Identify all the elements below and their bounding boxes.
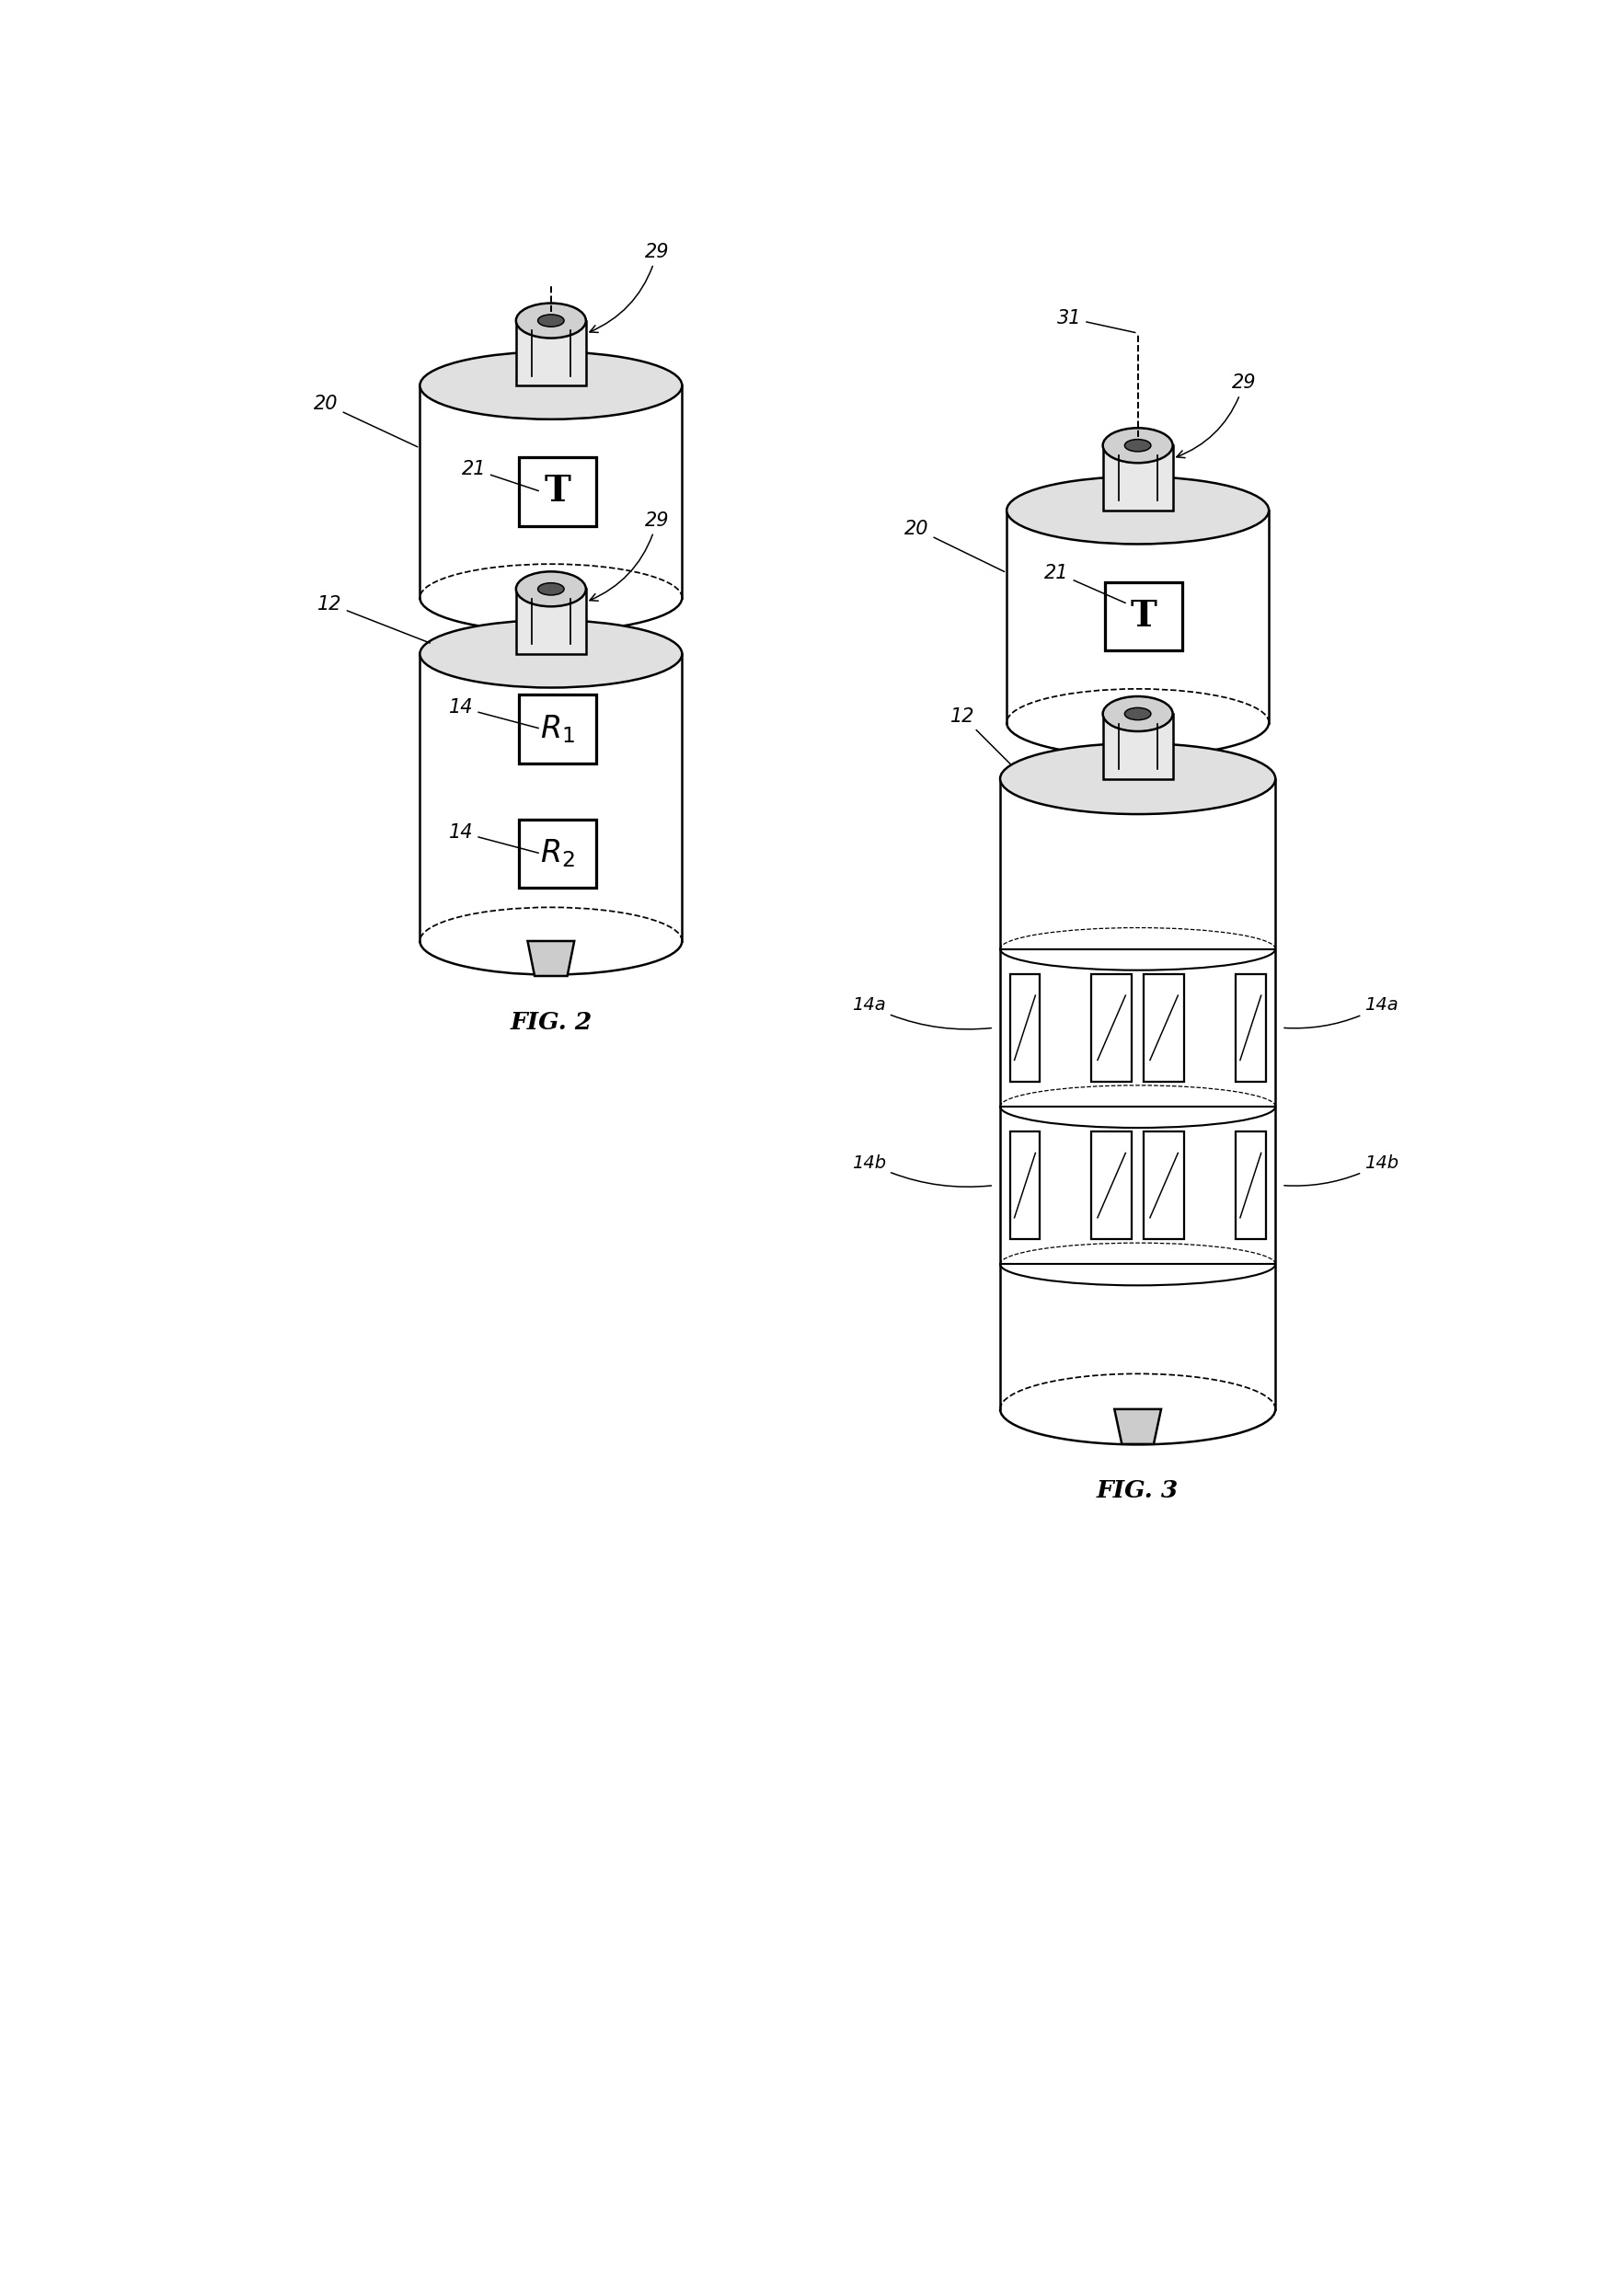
Ellipse shape bbox=[538, 583, 564, 595]
Text: 14a: 14a bbox=[852, 996, 991, 1029]
Text: T: T bbox=[1131, 599, 1157, 634]
Polygon shape bbox=[420, 386, 681, 597]
Polygon shape bbox=[1092, 1132, 1131, 1240]
Text: 14: 14 bbox=[449, 698, 538, 728]
Text: $R_2$: $R_2$ bbox=[540, 838, 575, 870]
Polygon shape bbox=[1104, 445, 1173, 510]
Polygon shape bbox=[1092, 974, 1131, 1081]
Text: 21: 21 bbox=[461, 459, 538, 491]
Text: 21: 21 bbox=[1044, 563, 1126, 604]
Ellipse shape bbox=[420, 351, 681, 420]
Ellipse shape bbox=[420, 907, 681, 976]
Text: FIG. 3: FIG. 3 bbox=[1097, 1479, 1179, 1502]
Polygon shape bbox=[1105, 583, 1182, 650]
Polygon shape bbox=[1010, 1132, 1039, 1240]
Text: 20: 20 bbox=[905, 519, 1004, 572]
Polygon shape bbox=[528, 941, 574, 976]
Text: FIG. 2: FIG. 2 bbox=[511, 1010, 591, 1033]
Polygon shape bbox=[1115, 1410, 1162, 1444]
Text: 14b: 14b bbox=[852, 1155, 991, 1187]
Text: 12: 12 bbox=[950, 707, 1010, 765]
Polygon shape bbox=[1007, 510, 1269, 723]
Ellipse shape bbox=[516, 572, 586, 606]
Polygon shape bbox=[1104, 714, 1173, 778]
Polygon shape bbox=[519, 457, 596, 526]
Text: 14b: 14b bbox=[1284, 1155, 1398, 1185]
Text: $R_1$: $R_1$ bbox=[540, 712, 575, 744]
Ellipse shape bbox=[1104, 427, 1173, 464]
Text: 14: 14 bbox=[449, 824, 538, 854]
Polygon shape bbox=[516, 590, 586, 654]
Ellipse shape bbox=[1007, 689, 1269, 755]
Polygon shape bbox=[516, 321, 586, 386]
Ellipse shape bbox=[420, 620, 681, 687]
Polygon shape bbox=[1116, 723, 1158, 767]
Ellipse shape bbox=[420, 565, 681, 631]
Polygon shape bbox=[519, 820, 596, 889]
Polygon shape bbox=[1144, 1132, 1184, 1240]
Ellipse shape bbox=[1116, 760, 1158, 774]
Polygon shape bbox=[1010, 974, 1039, 1081]
Text: 14a: 14a bbox=[1284, 996, 1398, 1029]
Polygon shape bbox=[420, 654, 681, 941]
Text: T: T bbox=[545, 475, 570, 510]
Ellipse shape bbox=[1104, 696, 1173, 732]
Polygon shape bbox=[519, 693, 596, 762]
Polygon shape bbox=[1144, 974, 1184, 1081]
Ellipse shape bbox=[1124, 707, 1150, 721]
Text: 12: 12 bbox=[317, 595, 430, 643]
Polygon shape bbox=[530, 597, 572, 641]
Text: 20: 20 bbox=[314, 395, 417, 448]
Polygon shape bbox=[1236, 1132, 1266, 1240]
Text: 29: 29 bbox=[590, 512, 669, 602]
Text: 29: 29 bbox=[1176, 374, 1257, 457]
Ellipse shape bbox=[538, 315, 564, 326]
Ellipse shape bbox=[516, 303, 586, 338]
Text: 29: 29 bbox=[590, 243, 669, 333]
Ellipse shape bbox=[1124, 439, 1150, 452]
Ellipse shape bbox=[530, 636, 572, 647]
Text: 31: 31 bbox=[1057, 310, 1136, 333]
Polygon shape bbox=[1236, 974, 1266, 1081]
Ellipse shape bbox=[1007, 478, 1269, 544]
Ellipse shape bbox=[1000, 744, 1276, 815]
Ellipse shape bbox=[1000, 1373, 1276, 1444]
